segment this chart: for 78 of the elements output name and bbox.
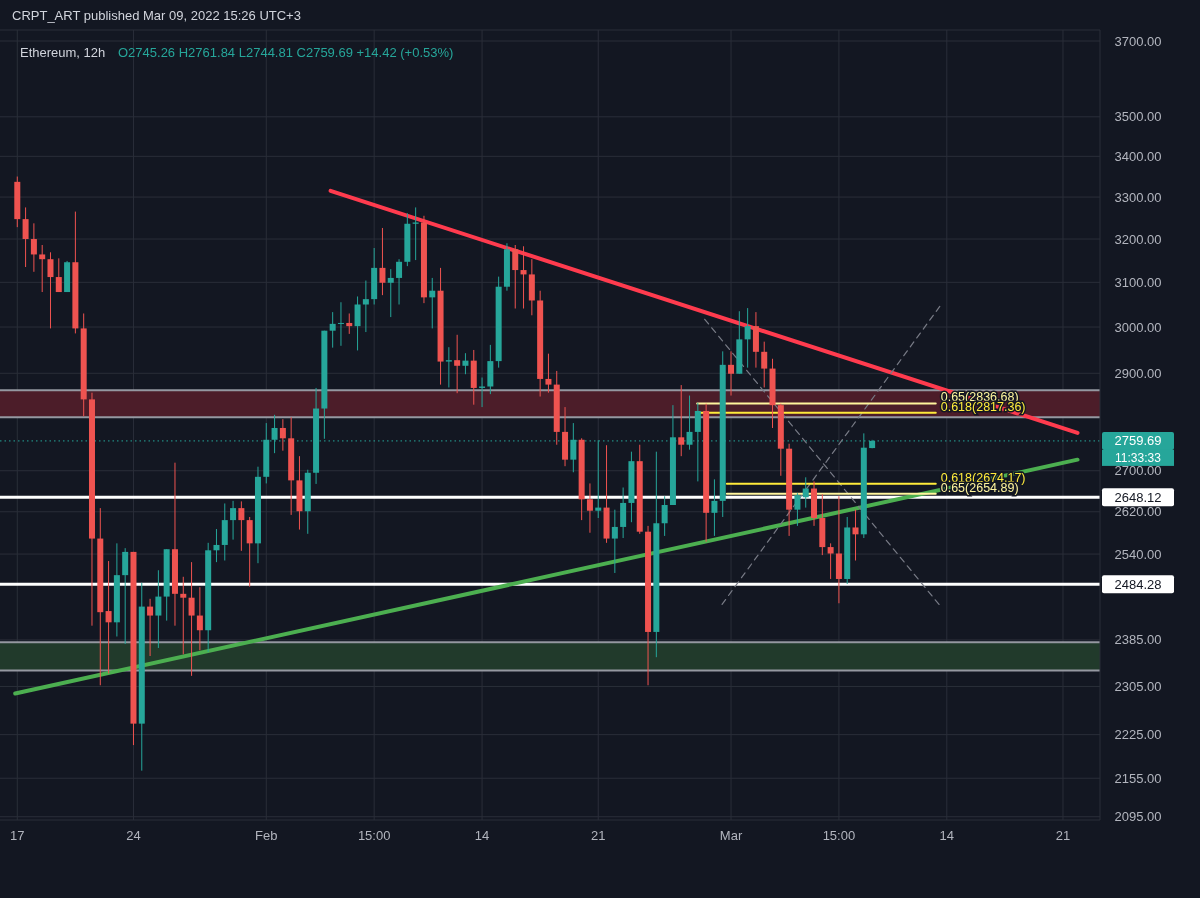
candlestick: [230, 500, 237, 541]
y-tick-label: 3200.00: [1114, 231, 1162, 247]
candlestick: [238, 500, 245, 552]
x-tick-label: 14: [474, 828, 490, 843]
y-tick-label: 3500.00: [1114, 109, 1162, 125]
y-tick-label: 3400.00: [1114, 148, 1162, 164]
candlestick: [396, 258, 403, 305]
candlestick: [346, 312, 353, 335]
candlestick: [337, 301, 344, 347]
x-tick-label: 24: [126, 828, 141, 843]
y-tick-label: 3700.00: [1114, 33, 1162, 49]
y-tick-label: 2620.00: [1114, 504, 1162, 520]
candlestick: [30, 222, 37, 273]
candlestick: [329, 311, 336, 349]
ref-line-label: 2759.69: [1114, 433, 1162, 449]
candlestick: [155, 569, 162, 649]
candlestick: [362, 280, 369, 333]
y-tick-label: 2305.00: [1114, 678, 1162, 694]
candlestick: [55, 257, 62, 293]
candlestick: [122, 547, 129, 645]
x-tick-label: Feb: [255, 828, 278, 843]
candlestick: [586, 482, 593, 534]
x-tick-label: Mar: [719, 828, 743, 843]
y-tick-label: 2700.00: [1114, 463, 1162, 479]
candlestick: [661, 495, 668, 537]
candlestick: [279, 418, 286, 452]
y-tick-label: 3300.00: [1114, 189, 1162, 205]
candlestick: [678, 384, 685, 457]
candlestick: [246, 516, 253, 588]
y-tick-label: 2540.00: [1114, 546, 1162, 562]
candlestick: [445, 346, 452, 388]
text: Ethereum, 12h: [20, 45, 106, 60]
x-tick-label: 21: [1055, 828, 1071, 843]
candlestick: [188, 561, 195, 677]
candlestick: [744, 307, 751, 369]
y-tick-label: 3100.00: [1114, 274, 1162, 290]
candlestick: [387, 268, 394, 318]
y-tick-label: 2385.00: [1114, 632, 1162, 648]
candlestick: [520, 245, 527, 310]
y-tick-label: 2095.00: [1114, 809, 1162, 825]
candlestick: [47, 251, 54, 329]
candlestick: [728, 350, 735, 397]
candlestick: [196, 586, 203, 651]
y-tick-label: 2900.00: [1114, 365, 1162, 381]
candlestick: [462, 352, 469, 375]
candlestick: [852, 509, 859, 562]
candlestick: [512, 244, 519, 310]
candlestick: [39, 244, 46, 293]
candlestick: [429, 277, 436, 329]
candlestick: [147, 598, 154, 657]
candlestick: [761, 341, 768, 388]
x-tick-label: 15:00: [357, 828, 391, 843]
x-tick-label: 21: [591, 828, 606, 843]
candlestick: [379, 227, 386, 296]
y-tick-label: 3000.00: [1114, 319, 1162, 335]
candlestick: [412, 206, 419, 261]
candlestick: [611, 509, 618, 574]
candlestick: [454, 334, 461, 394]
candlestick: [794, 492, 801, 527]
candlestick: [802, 476, 809, 509]
annotation: O2745.26 H2761.84 L2744.81 C2759.69 +14.42 (+0.53%): [118, 45, 454, 60]
x-tick-label: 15:00: [822, 828, 856, 843]
y-tick-label: 2225.00: [1114, 727, 1162, 743]
candlestick: [105, 560, 112, 674]
x-tick-label: 14: [939, 828, 955, 843]
chart-subtitle: CRPT_ART published Mar 09, 2022 15:26 UTC+3: [12, 8, 301, 23]
candlestick: [711, 478, 718, 537]
ref-line-label: 2648.12: [1114, 489, 1162, 505]
y-tick-label: 2155.00: [1114, 770, 1162, 786]
candlestick: [180, 576, 187, 655]
x-tick-label: 17: [10, 828, 25, 843]
candlestick: [213, 528, 220, 563]
candlestick: [545, 353, 552, 394]
candlestick: [827, 542, 834, 580]
candlestick: [22, 206, 29, 268]
text: 11:33:33: [1115, 450, 1162, 465]
candlestick: [354, 295, 361, 351]
ref-line-label: 2484.28: [1114, 576, 1162, 592]
